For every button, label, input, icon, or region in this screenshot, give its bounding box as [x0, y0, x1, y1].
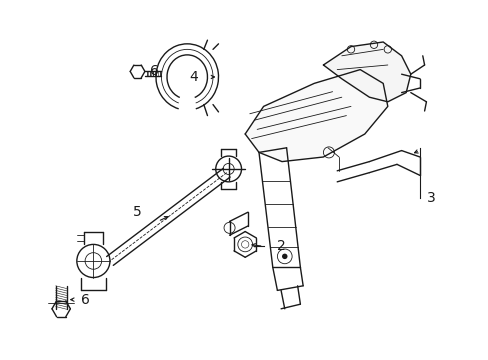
Text: 5: 5: [133, 205, 142, 219]
Text: 3: 3: [426, 192, 434, 206]
Circle shape: [282, 253, 287, 259]
Polygon shape: [244, 69, 387, 162]
Text: 1: 1: [486, 300, 488, 314]
Polygon shape: [323, 42, 410, 102]
Text: 6: 6: [81, 293, 89, 307]
Text: 4: 4: [189, 70, 198, 84]
Text: 6: 6: [150, 64, 159, 78]
Text: 2: 2: [277, 239, 285, 253]
